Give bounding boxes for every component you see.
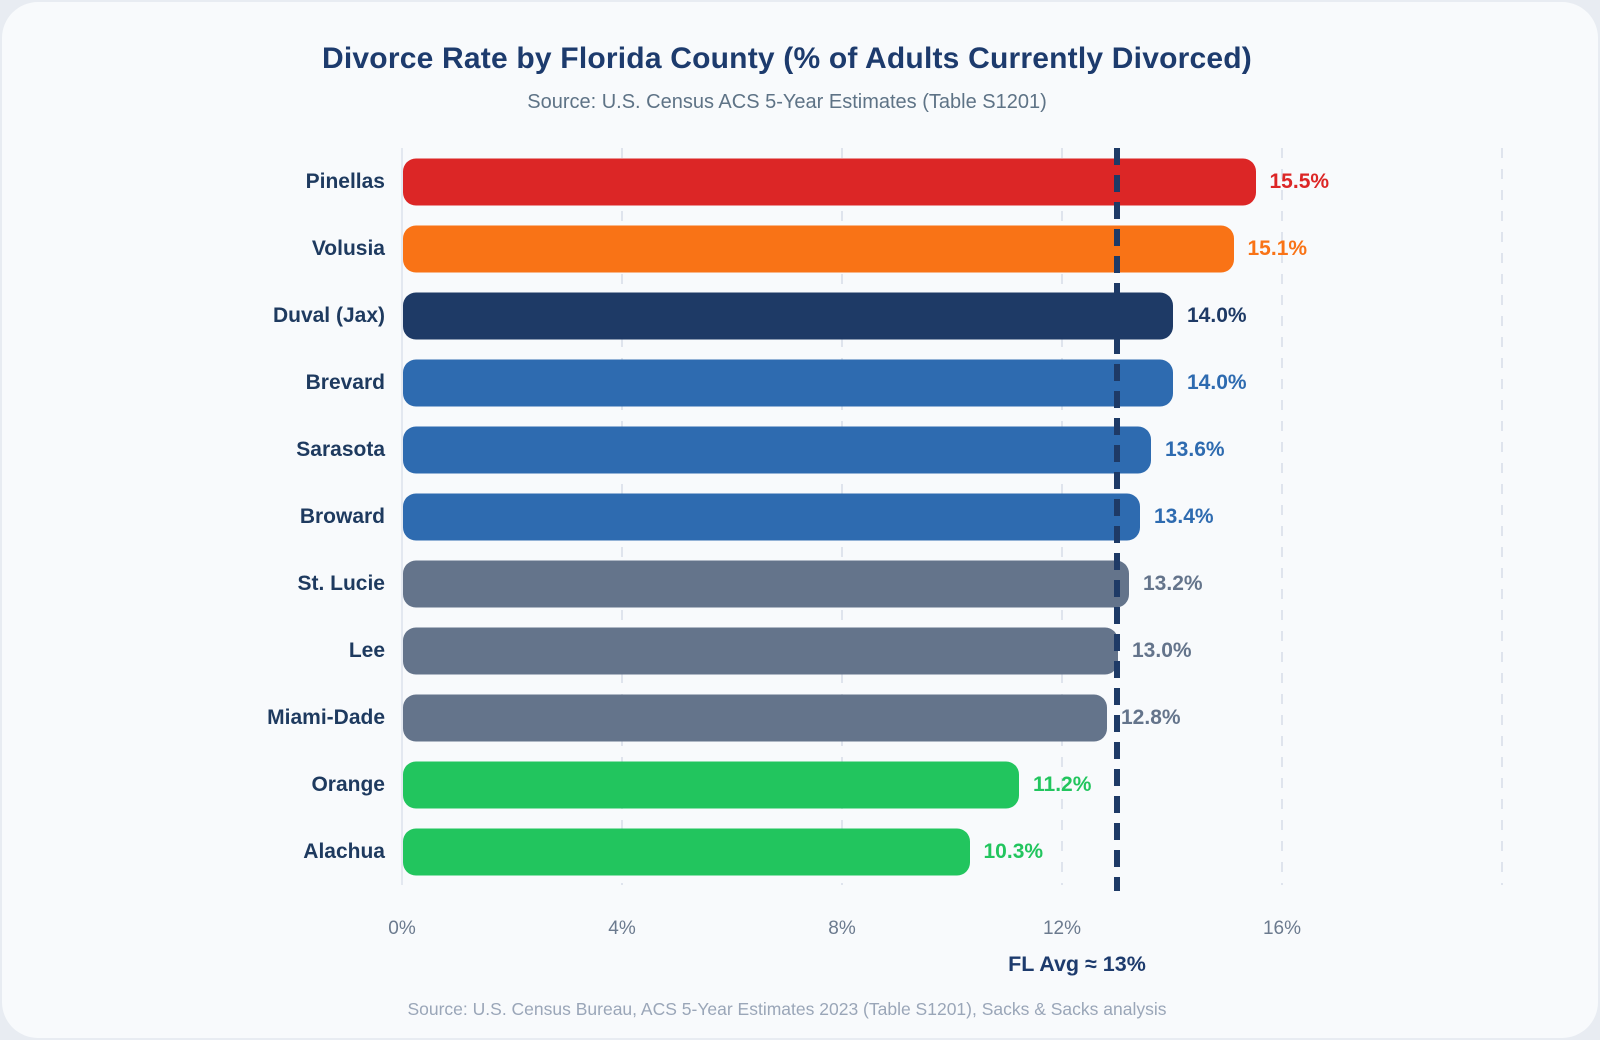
bar-row: Pinellas 15.5% xyxy=(2,148,1532,215)
bar-duval-jax xyxy=(403,292,1173,339)
county-label: Orange xyxy=(311,772,385,796)
bar-value-label: 14.0% xyxy=(1187,303,1247,327)
bar-value-label: 13.0% xyxy=(1132,638,1192,662)
bar-track: 14.0% xyxy=(402,349,1502,416)
bar-track: 11.2% xyxy=(402,751,1502,818)
bar-track: 14.0% xyxy=(402,282,1502,349)
county-label: Sarasota xyxy=(296,437,385,461)
county-label: Broward xyxy=(299,504,385,528)
bar-track: 12.8% xyxy=(402,684,1502,751)
bar-track: 13.2% xyxy=(402,550,1502,617)
bar-track: 15.1% xyxy=(402,215,1502,282)
bar-lee xyxy=(403,627,1118,674)
bar-st-lucie xyxy=(403,560,1129,607)
bar-volusia xyxy=(403,225,1234,272)
bar-track: 13.0% xyxy=(402,617,1502,684)
bar-value-label: 13.4% xyxy=(1154,504,1214,528)
bar-value-label: 12.8% xyxy=(1121,705,1181,729)
x-axis: 0% 4% 8% 12% 16% xyxy=(388,918,1502,944)
bar-track: 15.5% xyxy=(402,148,1502,215)
bar-value-label: 13.6% xyxy=(1165,437,1225,461)
county-label: Volusia xyxy=(311,236,385,260)
bar-value-label: 10.3% xyxy=(983,839,1044,863)
bar-track: 13.6% xyxy=(402,416,1502,483)
bar-value-label: 11.2% xyxy=(1033,772,1092,796)
gridline-20 xyxy=(1501,148,1503,885)
chart-title: Divorce Rate by Florida County (% of Adu… xyxy=(322,42,1252,75)
bar-value-label: 13.2% xyxy=(1143,571,1203,595)
chart-subtitle: Source: U.S. Census ACS 5-Year Estimates… xyxy=(527,91,1047,113)
fl-avg-reference-line xyxy=(1114,148,1120,891)
bar-orange xyxy=(403,761,1019,808)
bar-row: Broward 13.4% xyxy=(2,483,1532,550)
gridline-0 xyxy=(401,148,403,885)
bar-miami-dade xyxy=(403,694,1107,741)
bar-alachua xyxy=(403,828,970,875)
bar-value-label: 15.5% xyxy=(1269,169,1330,193)
x-tick-label: 0% xyxy=(388,918,416,939)
county-label: Duval (Jax) xyxy=(272,303,385,327)
county-label: Alachua xyxy=(303,839,385,863)
x-tick-label: 4% xyxy=(608,918,636,939)
bar-row: Miami-Dade 12.8% xyxy=(2,684,1532,751)
bar-row: Orange 11.2% xyxy=(2,751,1532,818)
x-tick-label: 8% xyxy=(828,918,856,939)
bar-row: Sarasota 13.6% xyxy=(2,416,1532,483)
fl-avg-annotation: FL Avg ≈ 13% xyxy=(1008,952,1146,976)
county-label: Pinellas xyxy=(305,169,385,193)
bar-row: Duval (Jax) 14.0% xyxy=(2,282,1532,349)
bar-row: St. Lucie 13.2% xyxy=(2,550,1532,617)
county-label: Brevard xyxy=(305,370,385,394)
bar-pinellas xyxy=(403,158,1256,205)
gridline-16 xyxy=(1281,148,1283,885)
bar-value-label: 15.1% xyxy=(1247,236,1308,260)
bar-brevard xyxy=(403,359,1173,406)
x-tick-label: 12% xyxy=(1042,918,1082,939)
bar-rows: Pinellas 15.5% Volusia 15.1% Duval (Jax) 14.0… xyxy=(2,148,1532,885)
bar-broward xyxy=(403,493,1140,540)
bar-track: 10.3% xyxy=(402,818,1502,885)
county-label: St. Lucie xyxy=(297,571,385,595)
county-label: Miami-Dade xyxy=(267,705,385,729)
county-label: Lee xyxy=(348,638,385,662)
bar-sarasota xyxy=(403,426,1151,473)
bar-value-label: 14.0% xyxy=(1187,370,1247,394)
bar-row: Volusia 15.1% xyxy=(2,215,1532,282)
x-tick-label: 16% xyxy=(1262,918,1302,939)
bar-row: Lee 13.0% xyxy=(2,617,1532,684)
bar-row: Brevard 14.0% xyxy=(2,349,1532,416)
bar-row: Alachua 10.3% xyxy=(2,818,1532,885)
source-attribution: Source: U.S. Census Bureau, ACS 5-Year E… xyxy=(407,999,1167,1019)
bar-track: 13.4% xyxy=(402,483,1502,550)
